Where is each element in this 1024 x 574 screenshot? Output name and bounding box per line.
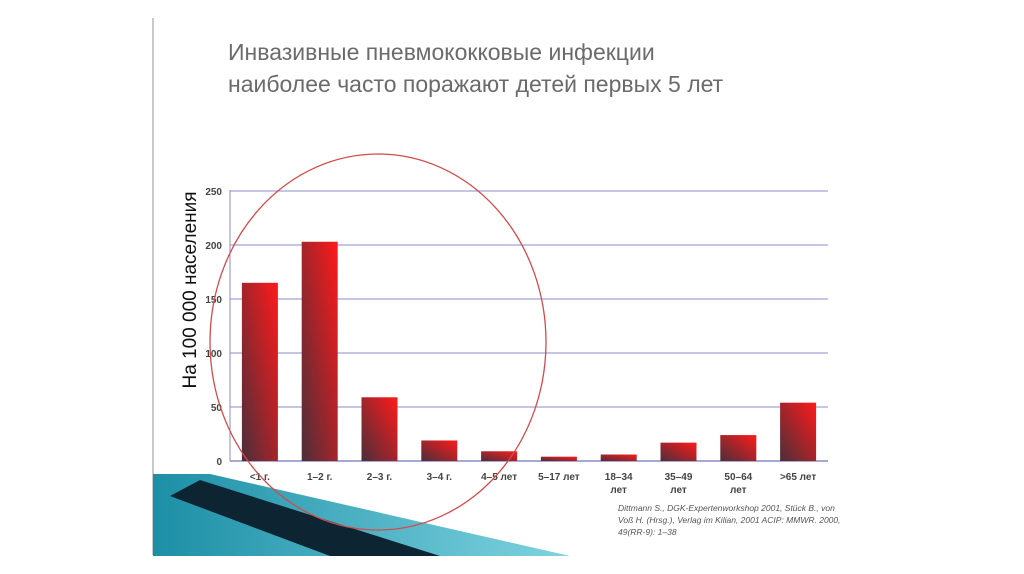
title-line-2: наиболее часто поражают детей первых 5 л…: [228, 71, 724, 97]
teal-ribbon: [153, 474, 570, 556]
x-tick-label: 35–49: [665, 472, 693, 483]
bar: [660, 442, 697, 461]
x-tick-label: лет: [730, 485, 747, 496]
bar: [600, 454, 637, 461]
y-tick-label: 100: [205, 349, 222, 360]
bar: [241, 282, 278, 461]
x-tick-label: >65 лет: [780, 472, 816, 483]
y-axis-label: На 100 000 населения: [180, 191, 201, 388]
y-tick-label: 250: [205, 187, 222, 198]
citation-line-1: Dittmann S., DGK-Expertenworkshop 2001, …: [618, 503, 835, 513]
x-tick-label: 1–2 г.: [307, 472, 333, 483]
x-tick-label: 2–3 г.: [367, 472, 393, 483]
y-tick-label: 50: [211, 403, 223, 414]
y-tick-label: 200: [205, 241, 222, 252]
x-axis-ticks: <1 г. 1–2 г. 2–3 г. 3–4 г. 4–5 лет 5–17 лет 18…: [250, 472, 817, 496]
highlight-circle: [209, 153, 547, 531]
x-tick-label: лет: [670, 485, 687, 496]
x-tick-label: 50–64: [724, 472, 752, 483]
slide-title: Инвазивные пневмококковые инфекции наибо…: [228, 36, 848, 100]
bar: [301, 241, 338, 461]
y-tick-label: 0: [216, 457, 222, 468]
bar: [780, 402, 817, 461]
citation-line-3: 49(RR-9): 1–38: [618, 527, 677, 537]
x-tick-label: лет: [610, 485, 627, 496]
bar: [481, 451, 518, 461]
citation-line-2: Voß H. (Hrsg.), Verlag im Kilian, 2001 A…: [618, 515, 841, 525]
bar: [720, 435, 757, 461]
x-tick-label: <1 г.: [250, 472, 270, 483]
x-tick-label: 3–4 г.: [427, 472, 453, 483]
bars: [241, 241, 817, 461]
bar: [421, 440, 458, 461]
x-tick-label: 18–34: [605, 472, 633, 483]
bar: [361, 397, 398, 461]
title-line-1: Инвазивные пневмококковые инфекции: [228, 39, 655, 65]
x-tick-label: 4–5 лет: [481, 472, 517, 483]
x-tick-label: 5–17 лет: [538, 472, 580, 483]
bar: [540, 456, 577, 461]
dark-ribbon: [170, 480, 440, 556]
citation: Dittmann S., DGK-Expertenworkshop 2001, …: [618, 502, 868, 538]
